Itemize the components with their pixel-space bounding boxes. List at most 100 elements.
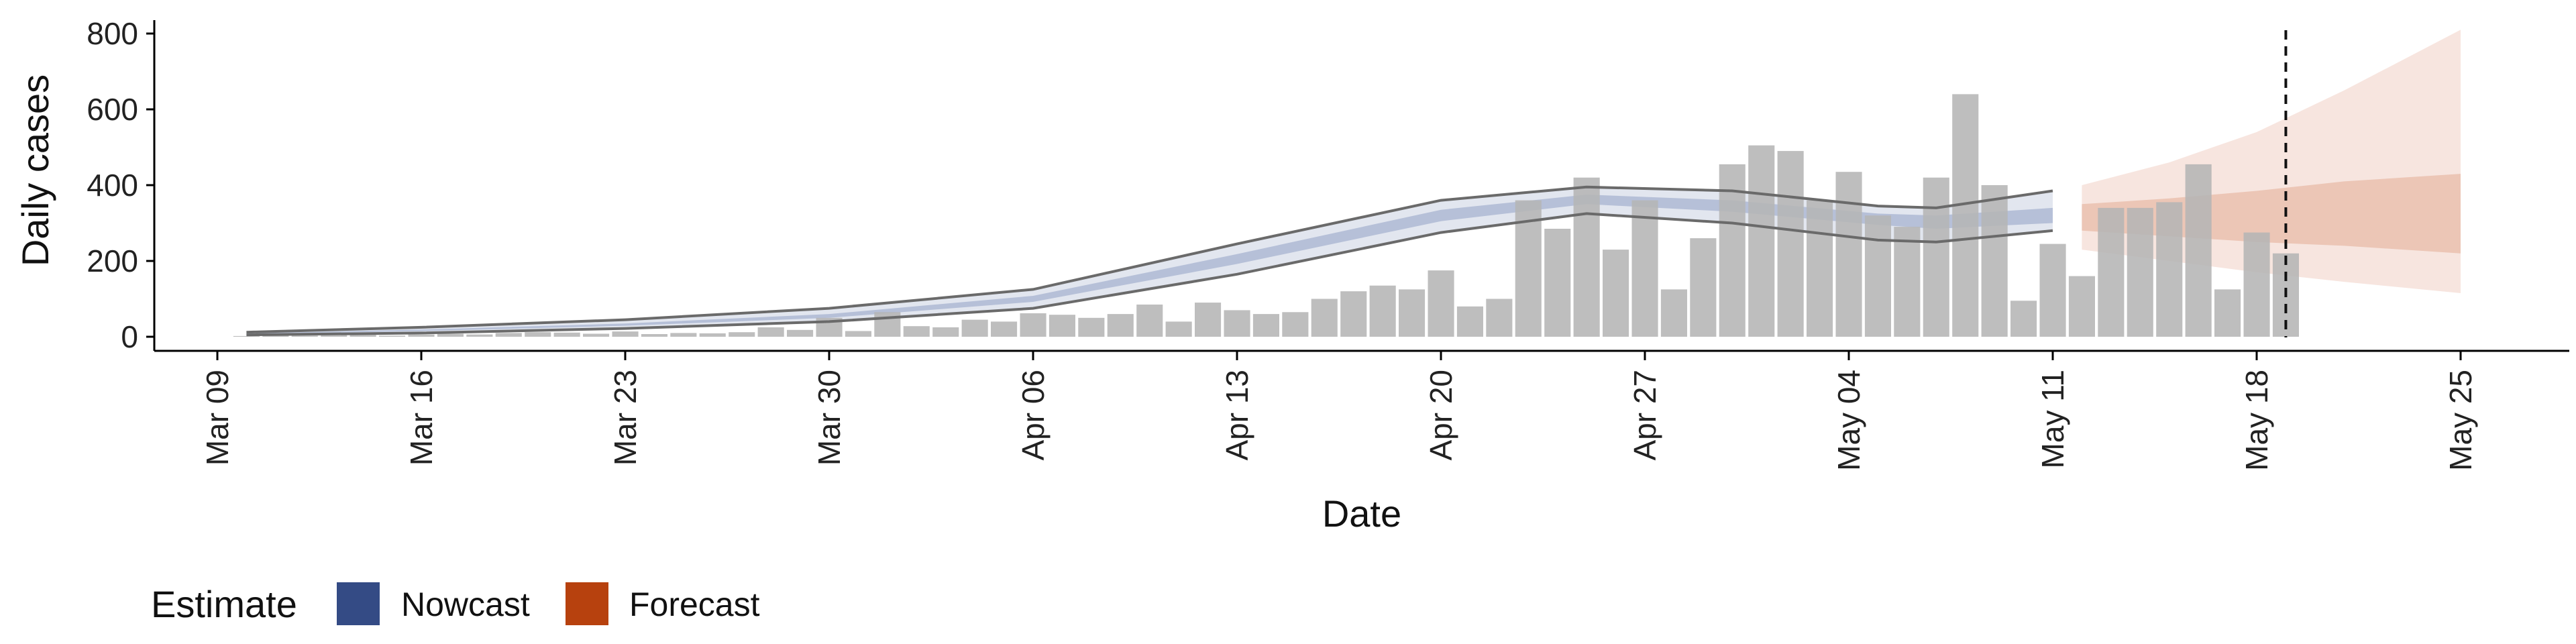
case-bar: [1165, 321, 1192, 337]
nowcast-upper-line: [246, 185, 2053, 334]
x-tick-label: Apr 06: [1016, 370, 1051, 461]
nowcast-interval-lines: [246, 185, 2053, 337]
case-bar: [1078, 317, 1105, 337]
case-bar: [466, 334, 493, 337]
case-bar: [1252, 314, 1279, 337]
case-bar: [1835, 172, 1862, 337]
case-bar: [932, 327, 959, 337]
x-tick-label: Apr 20: [1424, 370, 1458, 461]
case-bar: [1777, 151, 1804, 337]
case-bar: [262, 335, 289, 337]
case-bar: [1807, 200, 1833, 337]
case-bar: [787, 329, 814, 337]
case-bar: [379, 335, 406, 337]
y-axis-title: Daily cases: [14, 74, 56, 266]
case-bar: [2127, 207, 2153, 337]
case-bar: [1020, 313, 1046, 337]
case-bar: [1573, 177, 1600, 337]
legend-label-forecast: Forecast: [629, 586, 760, 623]
case-bar: [1369, 285, 1396, 337]
case-bar: [1195, 303, 1222, 337]
case-bar: [495, 333, 522, 337]
case-bar: [2156, 202, 2183, 337]
x-tick-label: Apr 27: [1627, 370, 1662, 461]
legend-swatch-forecast: [566, 582, 608, 625]
x-tick-label: Mar 30: [812, 370, 847, 466]
case-bar: [1282, 312, 1309, 337]
case-bar: [1952, 94, 1979, 337]
legend-label-nowcast: Nowcast: [401, 586, 530, 623]
nowcast-lower-line: [246, 212, 2053, 337]
case-bar: [1690, 238, 1717, 337]
x-tick-label: May 18: [2239, 370, 2274, 471]
case-bar: [874, 312, 901, 337]
case-bar: [1340, 291, 1367, 337]
case-bar: [350, 335, 376, 337]
case-bar: [2039, 244, 2066, 337]
x-axis-ticks: Mar 09 Mar 16 Mar 23 Mar 30 Apr 06 Apr 13 Apr …: [200, 351, 2478, 471]
case-bar: [553, 332, 580, 337]
case-bar: [2068, 276, 2095, 337]
axes: 0 200 400 600 800 Mar 09 Mar 16 Mar 23 Mar 30 Ap…: [87, 16, 2569, 471]
case-bar: [1107, 314, 1134, 337]
daily-case-bars: [233, 94, 2299, 337]
case-bar: [699, 333, 726, 337]
case-bar: [1224, 310, 1250, 337]
case-bar: [233, 335, 260, 337]
case-bar: [408, 334, 435, 337]
case-bar: [1136, 305, 1163, 337]
case-bar: [1544, 229, 1571, 337]
legend-title: Estimate: [151, 583, 297, 625]
case-bar: [1603, 250, 1629, 337]
y-tick-label: 800: [87, 16, 138, 51]
x-tick-label: May 25: [2443, 370, 2478, 471]
x-tick-label: May 11: [2035, 370, 2070, 468]
case-bar: [525, 332, 551, 337]
case-bar: [437, 333, 464, 337]
case-bar: [961, 319, 988, 337]
case-bar: [291, 335, 318, 337]
x-tick-label: Apr 13: [1220, 370, 1254, 461]
case-bar: [1923, 177, 1949, 337]
case-bar: [1049, 315, 1075, 337]
case-bar: [1456, 306, 1483, 337]
case-bar: [641, 334, 667, 337]
case-bar: [1660, 289, 1687, 337]
case-bar: [2098, 207, 2125, 337]
y-tick-label: 600: [87, 92, 138, 127]
x-tick-label: Mar 16: [404, 370, 439, 466]
x-tick-label: Mar 23: [608, 370, 643, 466]
case-bar: [2243, 232, 2270, 337]
legend-swatch-nowcast: [337, 582, 380, 625]
x-axis-title: Date: [1322, 492, 1401, 535]
case-bar: [903, 326, 930, 337]
case-bar: [583, 333, 610, 337]
y-axis-ticks: 0 200 400 600 800: [87, 16, 154, 354]
case-bar: [729, 332, 755, 337]
case-bar: [1864, 215, 1891, 337]
case-bar: [757, 327, 784, 337]
x-tick-label: Mar 09: [200, 370, 235, 466]
case-bar: [1748, 145, 1775, 337]
y-tick-label: 200: [87, 244, 138, 278]
y-tick-label: 0: [121, 319, 138, 354]
x-tick-label: May 04: [1831, 370, 1866, 471]
legend: Estimate Nowcast Forecast: [151, 582, 760, 625]
case-bar: [321, 335, 347, 337]
case-bar: [1894, 227, 1921, 337]
y-tick-label: 400: [87, 168, 138, 203]
plot-area: [233, 30, 2461, 337]
case-bar: [845, 331, 871, 337]
case-bar: [2214, 289, 2241, 337]
case-bar: [2010, 301, 2037, 337]
case-bar: [1981, 185, 2008, 337]
case-bar: [2185, 164, 2212, 337]
case-bar: [991, 321, 1018, 337]
case-bar: [670, 333, 697, 337]
case-bar: [612, 331, 639, 337]
case-bar: [1631, 200, 1658, 337]
case-bar: [1486, 299, 1513, 337]
case-bar: [1311, 299, 1338, 337]
case-bar: [1399, 289, 1426, 337]
